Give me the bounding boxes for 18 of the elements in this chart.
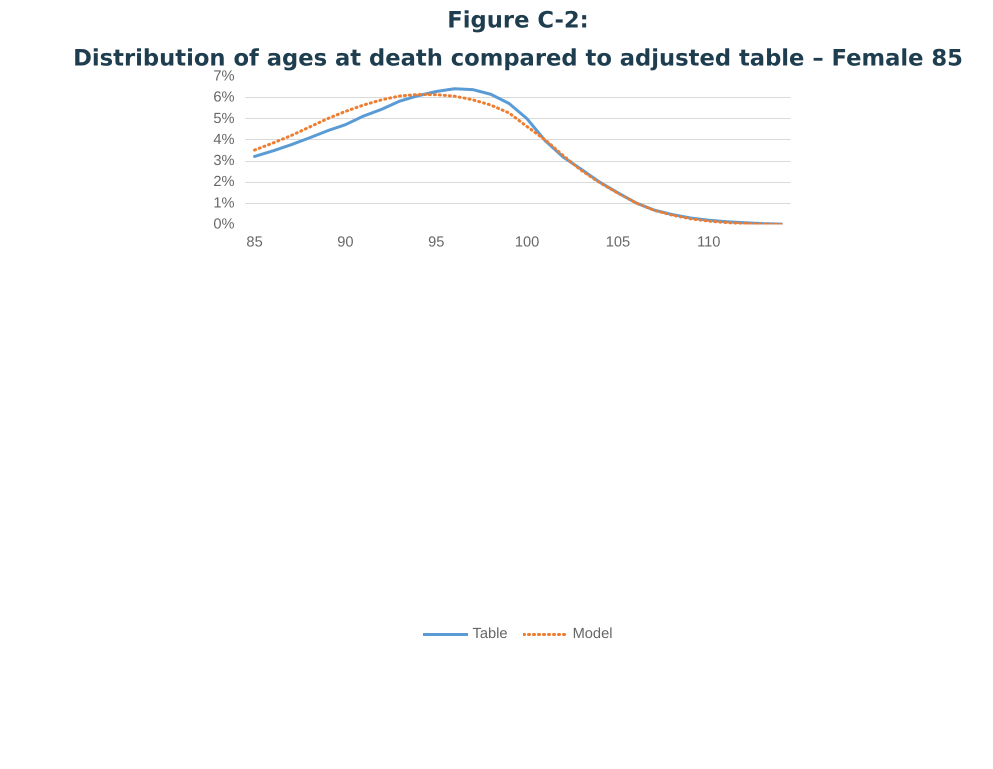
y-tick-label: 6% <box>213 90 235 106</box>
legend-label: Table <box>472 626 508 642</box>
y-tick-label: 1% <box>213 195 235 212</box>
x-tick-label: 110 <box>697 234 720 250</box>
y-tick-label: 2% <box>213 174 235 190</box>
chart-title: Figure C-2: <box>447 8 589 34</box>
x-tick-label: 85 <box>246 234 263 250</box>
y-tick-label: 7% <box>213 68 235 84</box>
x-tick-label: 95 <box>428 234 444 250</box>
y-tick-label: 5% <box>213 110 235 127</box>
x-tick-label: 105 <box>606 234 630 250</box>
chart-subtitle: Distribution of ages at death compared to adjusted table – Female 85 <box>73 46 963 72</box>
y-tick-label: 4% <box>213 132 235 148</box>
x-tick-label: 100 <box>514 234 540 250</box>
y-tick-label: 3% <box>213 153 235 170</box>
legend-label: Model <box>572 626 612 642</box>
x-tick-label: 90 <box>337 234 354 250</box>
y-tick-label: 0% <box>213 216 235 232</box>
